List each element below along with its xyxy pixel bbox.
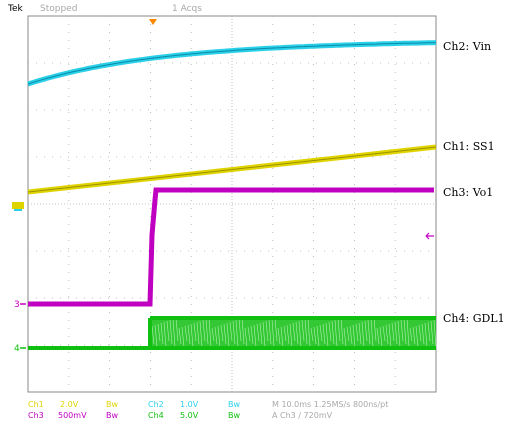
ch4-gdl1-switching-texture xyxy=(150,316,437,350)
ch3-vo1-rise-edge xyxy=(149,189,157,305)
ch3-scale: 500mV xyxy=(58,411,87,420)
ch3-name: Ch3 xyxy=(28,411,44,420)
ch2-vin-waveform xyxy=(27,40,437,87)
ch3-ground-marker: 3 xyxy=(14,300,20,310)
ch2-label: Ch2: Vin xyxy=(443,40,492,53)
ch2-vin-waveform-edge xyxy=(27,42,437,85)
ch4-gdl1-switching-band xyxy=(150,316,436,350)
ch1-name: Ch1 xyxy=(28,400,44,409)
ch1-bw: Bw xyxy=(106,400,119,409)
timebase-readout: M 10.0ms 1.25MS/s 800ns/pt xyxy=(272,400,389,409)
ch2-scale: 1.0V xyxy=(180,400,199,409)
ch4-label: Ch4: GDL1 xyxy=(443,312,505,325)
acquisition-count: 1 Acqs xyxy=(172,4,202,14)
ch4-ground-marker: 4 xyxy=(14,344,20,354)
ch2-bw: Bw xyxy=(228,400,241,409)
ch1-ss1-waveform-edge xyxy=(27,146,437,193)
trigger-readout: A Ch3 ∕ 720mV xyxy=(272,411,333,420)
ch3-label: Ch3: Vo1 xyxy=(443,186,494,199)
ch4-gdl1-waveform xyxy=(28,318,152,350)
ch4-name: Ch4 xyxy=(148,411,164,420)
ch3-bw: Bw xyxy=(106,411,119,420)
trigger-level-arrow xyxy=(425,232,434,240)
ch4-bw: Bw xyxy=(228,411,241,420)
brand-label: Tek xyxy=(8,4,23,14)
ch3-vo1-waveform xyxy=(28,187,434,307)
ch4-scale: 5.0V xyxy=(180,411,199,420)
trigger-position-marker xyxy=(149,19,157,25)
graticule xyxy=(27,15,437,393)
ch1-ground-marker xyxy=(12,202,24,209)
acquisition-status: Stopped xyxy=(40,4,78,14)
ch2-name: Ch2 xyxy=(148,400,164,409)
ch1-scale: 2.0V xyxy=(60,400,79,409)
ch1-label: Ch1: SS1 xyxy=(443,140,495,153)
ch4-gdl1-switching-lines xyxy=(151,317,437,348)
